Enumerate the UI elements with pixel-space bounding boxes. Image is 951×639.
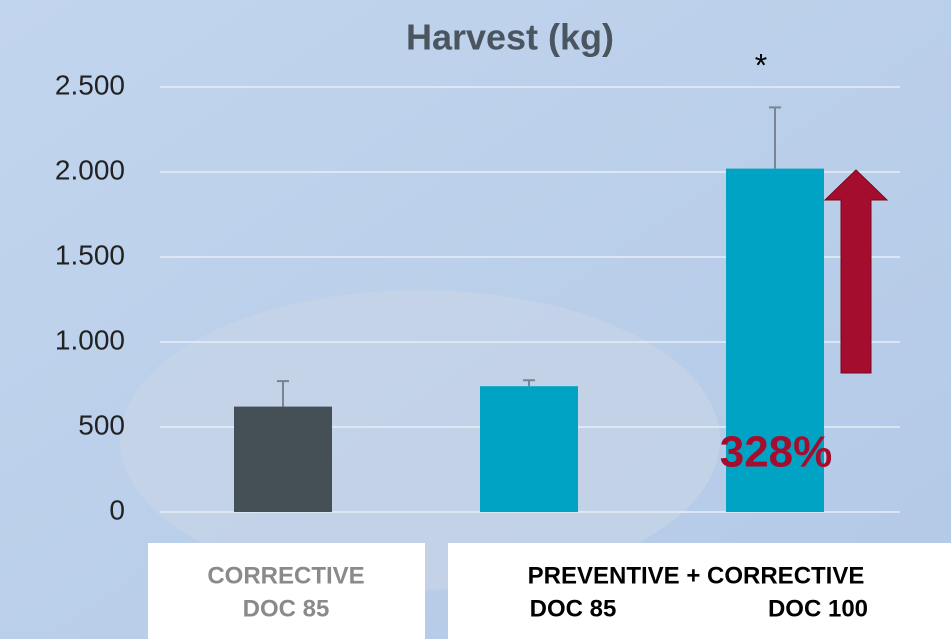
increase-label: 328%	[720, 428, 833, 477]
y-tick-label: 0	[109, 494, 125, 525]
label-box	[448, 543, 951, 639]
group-label: PREVENTIVE + CORRECTIVE	[528, 562, 865, 589]
chart-title: Harvest (kg)	[406, 17, 614, 58]
x-tick-label: DOC 100	[768, 595, 868, 622]
label-box	[148, 543, 425, 639]
increase-arrow	[823, 169, 889, 374]
y-tick-label: 500	[78, 409, 125, 440]
y-tick-label: 2.000	[55, 154, 125, 185]
y-tick-label: 2.500	[55, 69, 125, 100]
bar	[726, 168, 824, 512]
y-tick-label: 1.500	[55, 239, 125, 270]
x-tick-label: DOC 85	[530, 595, 617, 622]
group-label: CORRECTIVE	[207, 562, 364, 589]
bar	[480, 386, 578, 512]
x-tick-label: DOC 85	[243, 595, 330, 622]
significance-mark: *	[755, 47, 767, 83]
fish-shadow	[120, 290, 720, 590]
bar	[234, 406, 332, 512]
y-tick-label: 1.000	[55, 324, 125, 355]
